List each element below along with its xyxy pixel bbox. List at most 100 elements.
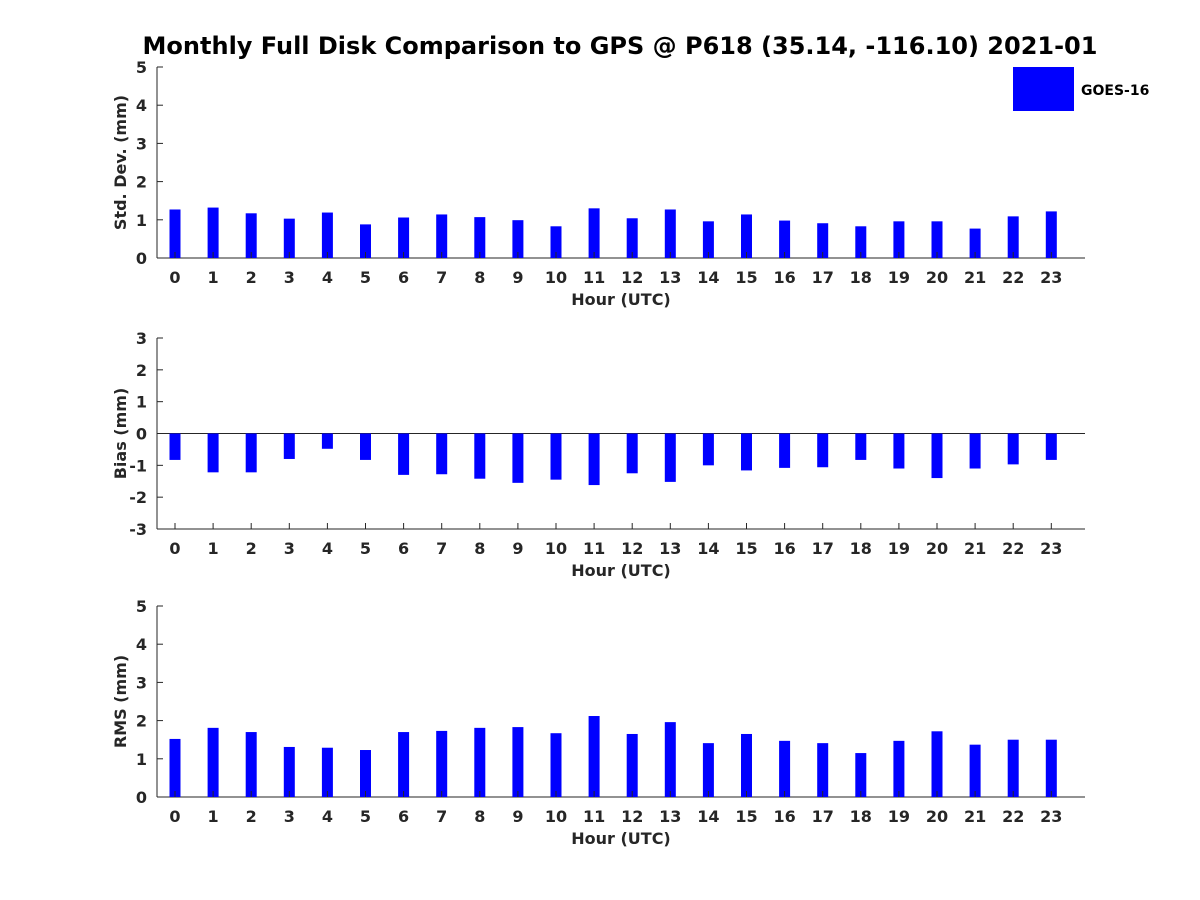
bar-hour-5 [360, 224, 371, 258]
bar-hour-1 [207, 727, 219, 797]
bar-hour-22 [1007, 739, 1019, 797]
x-tick-label: 14 [697, 268, 719, 287]
bar-hour-7 [436, 433, 448, 475]
bar-hour-3 [283, 433, 295, 459]
bar-hour-15 [741, 733, 752, 797]
x-tick-label: 22 [1002, 268, 1024, 287]
x-tick-label: 23 [1040, 268, 1062, 287]
x-tick-label: 15 [735, 268, 757, 287]
bar-hour-11 [588, 433, 600, 486]
x-tick-label: 22 [1002, 807, 1024, 826]
bar-hour-16 [779, 220, 791, 258]
x-tick-label: 1 [208, 539, 219, 558]
x-tick-label: 5 [360, 807, 371, 826]
bar-hour-21 [969, 433, 981, 469]
bar-hour-18 [855, 226, 867, 258]
x-tick-label: 2 [246, 539, 257, 558]
bar-hour-4 [321, 433, 333, 449]
bar-hour-14 [702, 743, 714, 797]
x-tick-label: 15 [735, 539, 757, 558]
bar-hour-12 [626, 218, 638, 258]
bar-hour-13 [664, 209, 676, 258]
y-tick-label: 1 [136, 750, 147, 769]
bar-hour-21 [969, 228, 981, 258]
y-tick-label: 4 [136, 96, 147, 115]
bar-hour-3 [283, 746, 295, 797]
bar-hour-8 [474, 217, 486, 258]
bar-hour-21 [969, 744, 981, 797]
bar-hour-4 [321, 212, 333, 258]
bar-hour-20 [931, 221, 943, 258]
x-tick-label: 13 [659, 807, 681, 826]
bar-hour-22 [1007, 433, 1019, 465]
bar-hour-5 [360, 750, 371, 797]
bar-hour-9 [512, 220, 524, 258]
y-axis-label: RMS (mm) [111, 655, 130, 748]
y-tick-label: -1 [129, 456, 147, 475]
x-tick-label: 4 [322, 539, 333, 558]
x-tick-label: 16 [773, 539, 795, 558]
bar-hour-14 [702, 433, 714, 466]
x-tick-label: 9 [512, 539, 523, 558]
y-tick-label: 5 [136, 597, 147, 616]
x-tick-label: 23 [1040, 807, 1062, 826]
x-tick-label: 4 [322, 807, 333, 826]
x-tick-label: 7 [436, 268, 447, 287]
x-tick-label: 11 [583, 539, 605, 558]
bar-hour-9 [512, 433, 524, 483]
bar-hour-0 [169, 433, 181, 460]
x-tick-label: 23 [1040, 539, 1062, 558]
bar-hour-15 [741, 214, 752, 258]
bar-hour-2 [245, 433, 257, 473]
bar-hour-11 [588, 716, 600, 797]
bar-hour-9 [512, 727, 524, 797]
x-tick-label: 0 [169, 807, 180, 826]
x-tick-label: 5 [360, 268, 371, 287]
bar-hour-19 [893, 740, 905, 797]
x-tick-label: 9 [512, 268, 523, 287]
x-tick-label: 7 [436, 539, 447, 558]
bar-hour-6 [398, 217, 410, 258]
y-tick-label: 2 [136, 361, 147, 380]
x-tick-label: 3 [284, 539, 295, 558]
x-tick-label: 21 [964, 268, 986, 287]
x-axis-label: Hour (UTC) [571, 829, 671, 848]
x-tick-label: 17 [812, 268, 834, 287]
x-tick-label: 19 [888, 539, 910, 558]
bar-hour-1 [207, 207, 219, 258]
x-tick-label: 22 [1002, 539, 1024, 558]
bar-hour-16 [779, 740, 791, 797]
x-tick-label: 1 [208, 807, 219, 826]
bar-hour-16 [779, 433, 791, 468]
y-axis-label: Bias (mm) [111, 388, 130, 480]
x-tick-label: 20 [926, 539, 948, 558]
bar-hour-12 [626, 433, 638, 474]
x-tick-label: 3 [284, 807, 295, 826]
bar-hour-10 [550, 226, 562, 258]
y-tick-label: 1 [136, 393, 147, 412]
legend: GOES-16 [1013, 67, 1149, 111]
x-tick-label: 2 [246, 807, 257, 826]
x-tick-label: 8 [474, 539, 485, 558]
y-tick-label: -2 [129, 488, 147, 507]
x-tick-label: 13 [659, 539, 681, 558]
bar-hour-14 [702, 221, 714, 258]
bar-hour-4 [321, 747, 333, 797]
bar-hour-8 [474, 433, 486, 479]
y-tick-label: 4 [136, 635, 147, 654]
bar-hour-18 [855, 753, 867, 797]
y-tick-label: 5 [136, 58, 147, 77]
x-tick-label: 12 [621, 539, 643, 558]
x-tick-label: 21 [964, 807, 986, 826]
x-tick-label: 12 [621, 268, 643, 287]
x-tick-label: 9 [512, 807, 523, 826]
x-tick-label: 10 [545, 807, 567, 826]
x-tick-label: 11 [583, 268, 605, 287]
x-tick-label: 6 [398, 807, 409, 826]
bar-hour-0 [169, 209, 181, 258]
bar-hour-3 [283, 218, 295, 258]
x-tick-label: 0 [169, 539, 180, 558]
